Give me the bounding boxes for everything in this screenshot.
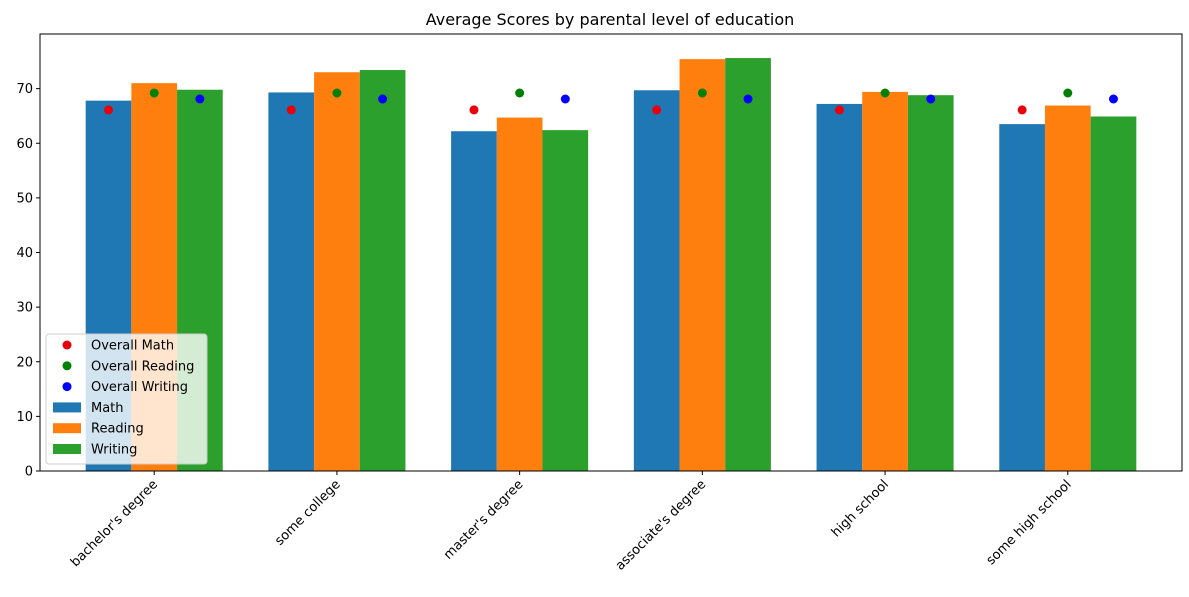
bar-reading-master-s-degree <box>496 117 543 471</box>
legend-label-overall-writing: Overall Writing <box>91 380 188 395</box>
y-tick-label: 40 <box>16 246 33 261</box>
bar-writing-some-college <box>359 70 406 472</box>
point-overall-reading-master-s-degree <box>515 88 525 98</box>
point-overall-writing-high-school <box>926 94 936 104</box>
bar-reading-some-college <box>314 72 360 472</box>
x-tick-label-high-school: high school <box>829 477 892 540</box>
bar-math-master-s-degree <box>451 131 497 472</box>
x-tick-label-associate-s-degree: associate's degree <box>613 477 709 573</box>
points-layer <box>104 88 1118 115</box>
legend-marker-overall-math <box>62 340 72 350</box>
bar-writing-master-s-degree <box>542 130 589 471</box>
legend-label-reading: Reading <box>91 422 144 437</box>
point-overall-reading-associate-s-degree <box>697 88 707 98</box>
legend-layer: Overall Math Overall Reading Overall Writi… <box>45 333 208 465</box>
legend-label-math: Math <box>91 401 124 416</box>
bars-layer <box>85 58 1137 472</box>
y-tick-label: 20 <box>16 355 33 370</box>
point-overall-math-master-s-degree <box>469 105 479 115</box>
chart-title: Average Scores by parental level of educ… <box>426 10 795 29</box>
point-overall-reading-bachelor-s-degree <box>149 88 159 98</box>
point-overall-reading-some-high-school <box>1063 88 1073 98</box>
point-overall-writing-associate-s-degree <box>743 94 753 104</box>
legend-label-writing: Writing <box>91 443 137 458</box>
bar-math-some-high-school <box>999 124 1045 471</box>
point-overall-writing-bachelor-s-degree <box>195 94 205 104</box>
bar-math-high-school <box>816 103 863 472</box>
x-tick-label-bachelor-s-degree: bachelor's degree <box>68 477 161 570</box>
x-tick-label-some-high-school: some high school <box>984 477 1075 568</box>
legend-marker-overall-reading <box>62 361 72 371</box>
point-overall-math-some-high-school <box>1017 105 1027 115</box>
point-overall-math-associate-s-degree <box>652 105 662 115</box>
legend-marker-overall-writing <box>62 382 72 392</box>
bar-reading-some-high-school <box>1044 105 1091 471</box>
legend-label-overall-math: Overall Math <box>91 339 174 354</box>
bar-writing-associate-s-degree <box>725 58 771 471</box>
bar-writing-some-high-school <box>1090 116 1137 471</box>
y-tick-label: 0 <box>25 465 33 480</box>
legend-box <box>45 333 208 465</box>
y-tick-label: 30 <box>16 301 33 316</box>
point-overall-reading-high-school <box>880 88 890 98</box>
bar-math-some-college <box>268 92 315 471</box>
bar-reading-associate-s-degree <box>679 59 726 471</box>
x-tick-label-master-s-degree: master's degree <box>441 477 526 562</box>
point-overall-reading-some-college <box>332 88 342 98</box>
y-tick-label: 70 <box>16 82 33 97</box>
y-tick-label: 50 <box>16 191 33 206</box>
point-overall-math-bachelor-s-degree <box>104 105 114 115</box>
bar-writing-high-school <box>907 95 954 472</box>
legend-swatch-math <box>53 402 81 413</box>
legend-swatch-reading <box>53 423 81 434</box>
point-overall-math-high-school <box>834 105 844 115</box>
legend-label-overall-reading: Overall Reading <box>91 359 194 374</box>
bar-reading-high-school <box>862 91 908 472</box>
point-overall-writing-master-s-degree <box>560 94 570 104</box>
y-tick-label: 60 <box>16 137 33 152</box>
x-tick-label-some-college: some college <box>272 477 343 548</box>
y-tick-label: 10 <box>16 410 33 425</box>
point-overall-writing-some-high-school <box>1108 94 1118 104</box>
bar-math-associate-s-degree <box>633 90 680 471</box>
point-overall-writing-some-college <box>378 94 388 104</box>
legend-swatch-writing <box>53 444 81 454</box>
point-overall-math-some-college <box>286 105 296 115</box>
